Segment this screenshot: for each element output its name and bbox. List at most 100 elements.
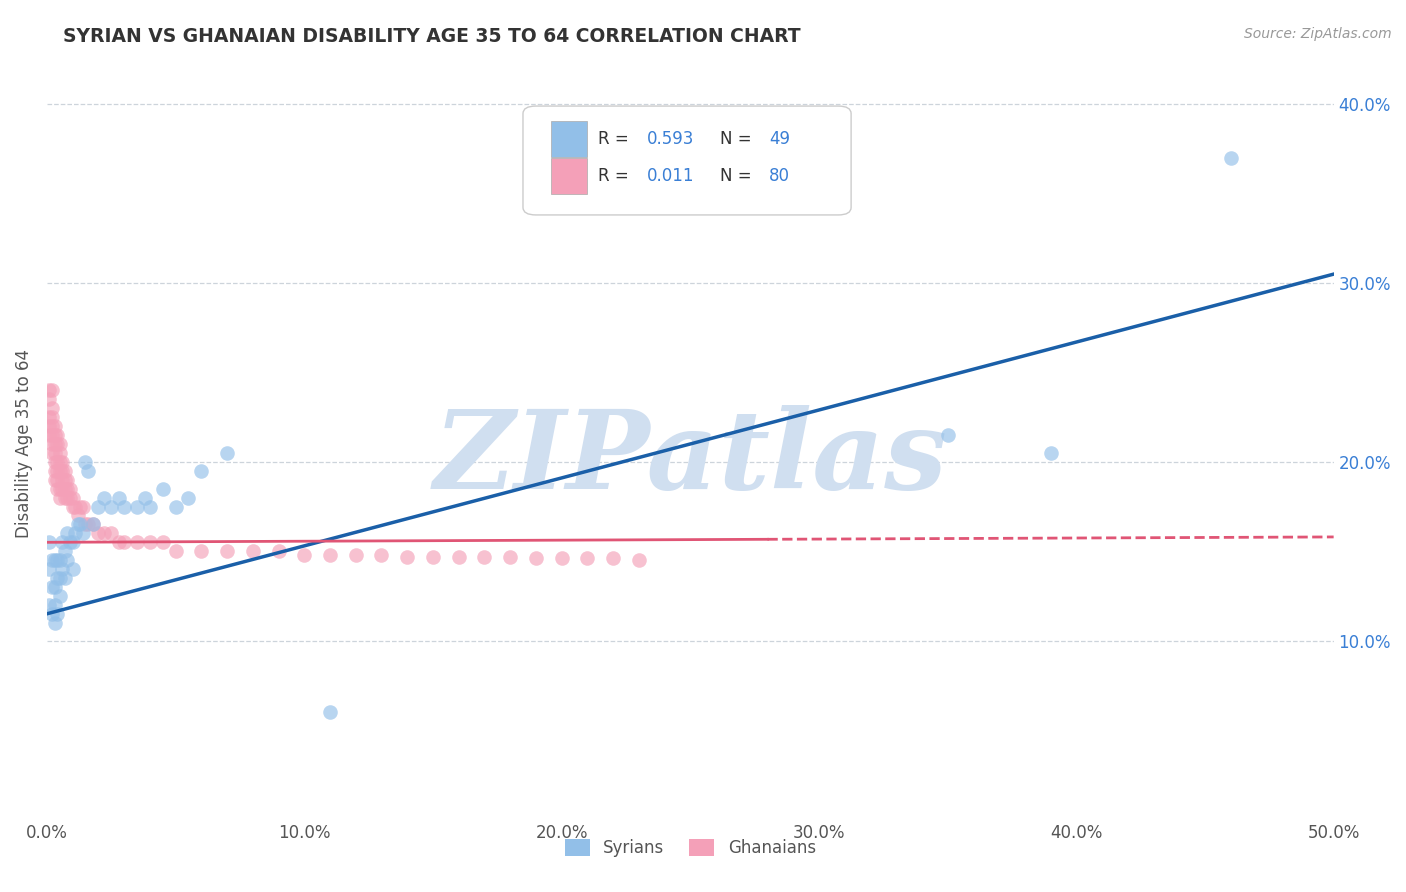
Point bbox=[53, 491, 76, 505]
Point bbox=[474, 549, 496, 564]
Y-axis label: Disability Age 35 to 64: Disability Age 35 to 64 bbox=[15, 350, 32, 539]
Point bbox=[62, 491, 84, 505]
Point bbox=[627, 553, 650, 567]
Point bbox=[77, 517, 100, 532]
Point bbox=[152, 482, 174, 496]
Point bbox=[165, 500, 187, 514]
Point bbox=[41, 401, 63, 416]
Point bbox=[139, 535, 162, 549]
Point bbox=[165, 544, 187, 558]
Point bbox=[49, 464, 72, 478]
Point bbox=[53, 464, 76, 478]
Text: R =: R = bbox=[598, 167, 634, 185]
Point bbox=[93, 491, 115, 505]
Point bbox=[51, 464, 73, 478]
Point bbox=[41, 446, 63, 460]
Point bbox=[49, 491, 72, 505]
FancyBboxPatch shape bbox=[523, 106, 851, 215]
Text: 49: 49 bbox=[769, 130, 790, 148]
Point bbox=[41, 607, 63, 621]
Point bbox=[602, 551, 624, 566]
Point bbox=[87, 526, 110, 541]
Point bbox=[56, 553, 79, 567]
Point bbox=[38, 428, 60, 442]
Point bbox=[370, 548, 392, 562]
Point bbox=[38, 384, 60, 398]
Point bbox=[53, 544, 76, 558]
Point bbox=[69, 517, 91, 532]
Point bbox=[49, 553, 72, 567]
Point bbox=[576, 551, 599, 566]
Point bbox=[1039, 446, 1062, 460]
Point bbox=[56, 473, 79, 487]
Point bbox=[38, 598, 60, 612]
Point bbox=[51, 455, 73, 469]
Point bbox=[108, 491, 131, 505]
Point bbox=[72, 500, 94, 514]
Point bbox=[41, 419, 63, 434]
Point bbox=[49, 446, 72, 460]
Point bbox=[112, 535, 135, 549]
FancyBboxPatch shape bbox=[551, 121, 588, 157]
Point bbox=[51, 482, 73, 496]
Text: SYRIAN VS GHANAIAN DISABILITY AGE 35 TO 64 CORRELATION CHART: SYRIAN VS GHANAIAN DISABILITY AGE 35 TO … bbox=[63, 27, 801, 45]
Text: Source: ZipAtlas.com: Source: ZipAtlas.com bbox=[1244, 27, 1392, 41]
Point bbox=[56, 491, 79, 505]
Point bbox=[41, 580, 63, 594]
Point bbox=[63, 500, 86, 514]
Point bbox=[59, 491, 82, 505]
Point bbox=[44, 615, 66, 630]
FancyBboxPatch shape bbox=[551, 158, 588, 194]
Point bbox=[44, 580, 66, 594]
Point bbox=[44, 553, 66, 567]
Point bbox=[190, 544, 212, 558]
Point bbox=[46, 473, 69, 487]
Point bbox=[46, 464, 69, 478]
Point bbox=[41, 428, 63, 442]
Point bbox=[49, 455, 72, 469]
Point bbox=[242, 544, 264, 558]
Point bbox=[53, 571, 76, 585]
Point bbox=[125, 535, 148, 549]
Point bbox=[41, 410, 63, 425]
Point bbox=[38, 410, 60, 425]
Point bbox=[190, 464, 212, 478]
Point bbox=[134, 491, 156, 505]
Point bbox=[125, 500, 148, 514]
Point bbox=[422, 549, 444, 564]
Point bbox=[66, 508, 89, 523]
Point bbox=[344, 548, 367, 562]
Point bbox=[87, 500, 110, 514]
Point bbox=[396, 549, 419, 564]
Point bbox=[44, 437, 66, 451]
Point bbox=[63, 526, 86, 541]
Point bbox=[49, 571, 72, 585]
Point bbox=[292, 548, 315, 562]
Point bbox=[550, 551, 572, 566]
Point bbox=[93, 526, 115, 541]
Point bbox=[319, 548, 342, 562]
Point bbox=[77, 464, 100, 478]
Point bbox=[41, 437, 63, 451]
Point bbox=[319, 705, 342, 719]
Point bbox=[72, 526, 94, 541]
Point bbox=[82, 517, 104, 532]
Point bbox=[112, 500, 135, 514]
Text: N =: N = bbox=[720, 130, 756, 148]
Point bbox=[53, 473, 76, 487]
Point bbox=[44, 446, 66, 460]
Point bbox=[139, 500, 162, 514]
Point bbox=[75, 517, 97, 532]
Point bbox=[447, 549, 470, 564]
Text: R =: R = bbox=[598, 130, 634, 148]
Point bbox=[51, 473, 73, 487]
Point bbox=[215, 544, 238, 558]
Point bbox=[56, 482, 79, 496]
Point bbox=[41, 553, 63, 567]
Point bbox=[53, 482, 76, 496]
Text: N =: N = bbox=[720, 167, 756, 185]
Point bbox=[267, 544, 290, 558]
Point bbox=[38, 392, 60, 407]
Point bbox=[44, 598, 66, 612]
Point bbox=[524, 551, 547, 566]
